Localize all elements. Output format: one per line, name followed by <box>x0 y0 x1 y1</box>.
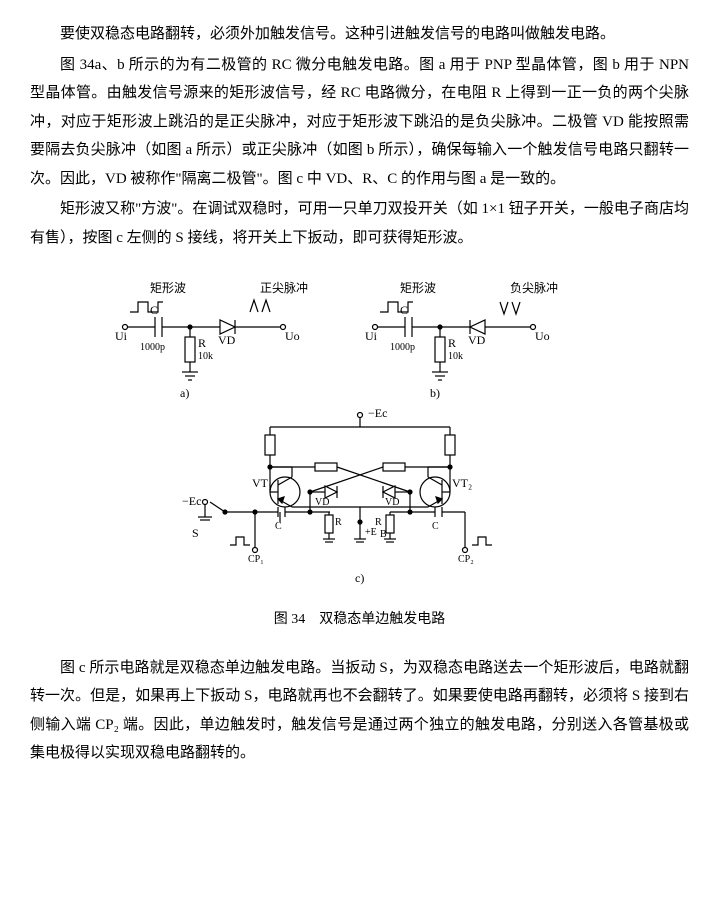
label-vd-b: VD <box>468 333 486 347</box>
label-s: S <box>192 526 199 540</box>
label-vd-c2: VD <box>385 497 399 508</box>
paragraph-3: 矩形波又称"方波"。在调试双稳时，可用一只单刀双投开关（如 1×1 钮子开关，一… <box>30 195 689 252</box>
paragraph-2: 图 34a、b 所示的为有二极管的 RC 微分电触发电路。图 a 用于 PNP … <box>30 51 689 194</box>
label-neg-pulse: 负尖脉冲 <box>510 280 558 295</box>
label-uo-b: Uo <box>535 329 550 343</box>
label-ui-b: Ui <box>365 329 378 343</box>
label-a: a) <box>180 386 189 400</box>
label-1000p-b: 1000p <box>390 342 415 353</box>
label-r-b: R <box>448 336 456 350</box>
label-r-c1: R <box>335 517 342 528</box>
label-mec: −Ec <box>182 494 201 508</box>
label-10k-a: 10k <box>198 351 213 362</box>
figure-34: 矩形波 正尖脉冲 Ui C 1000p R 10k <box>30 272 689 634</box>
label-1000p-a: 1000p <box>140 342 165 353</box>
label-ec-top: −Ec <box>368 406 387 420</box>
label-c-b: C <box>400 303 408 317</box>
label-c-c1: C <box>275 521 282 532</box>
figure-caption: 图 34 双稳态单边触发电路 <box>30 607 689 634</box>
label-vd-a: VD <box>218 333 236 347</box>
label-ui-a: Ui <box>115 329 128 343</box>
paragraph-1: 要使双稳态电路翻转，必须外加触发信号。这种引进触发信号的电路叫做触发电路。 <box>30 20 689 49</box>
label-b: b) <box>430 386 440 400</box>
label-c-a: C <box>150 303 158 317</box>
label-c: c) <box>355 571 364 585</box>
label-r-c2: R <box>375 517 382 528</box>
label-cp2: CP₂ <box>458 554 474 565</box>
label-pe: +E <box>365 527 377 538</box>
label-cp1: CP₁ <box>248 554 264 565</box>
label-pos-pulse: 正尖脉冲 <box>260 280 308 295</box>
label-rect-wave-a: 矩形波 <box>150 281 186 295</box>
label-rect-wave-b: 矩形波 <box>400 281 436 295</box>
label-uo-a: Uo <box>285 329 300 343</box>
label-10k-b: 10k <box>448 351 463 362</box>
label-vd-c1: VD <box>315 497 329 508</box>
label-vt1: VT₁ <box>252 476 272 490</box>
label-vt2: VT₂ <box>452 476 472 490</box>
label-c-c2: C <box>432 521 439 532</box>
label-r-a: R <box>198 336 206 350</box>
paragraph-4: 图 c 所示电路就是双稳态单边触发电路。当扳动 S，为双稳态电路送去一个矩形波后… <box>30 654 689 768</box>
